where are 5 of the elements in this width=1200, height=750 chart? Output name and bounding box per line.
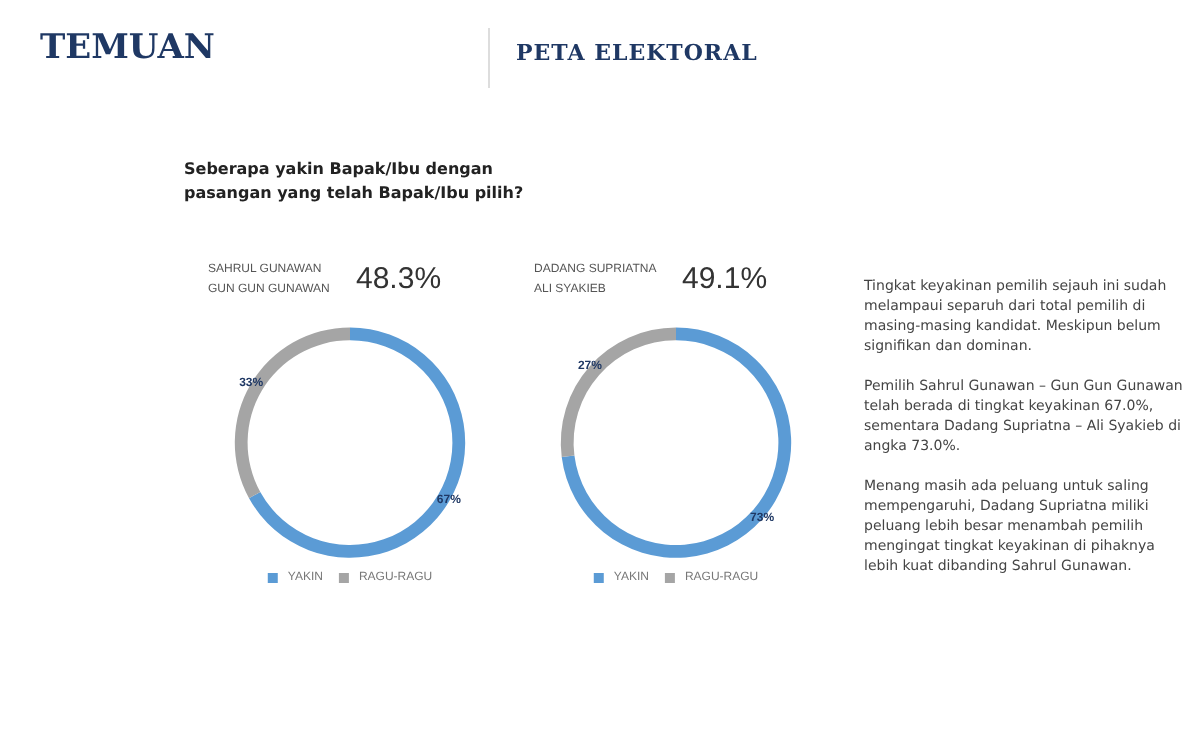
chart-subtitle: 49.1% bbox=[682, 262, 768, 296]
text: PETA ELEKTORAL bbox=[516, 40, 758, 66]
text: Seberapa yakin Bapak/Ibu dengan pasangan yang telah Bapak/Ibu pilih? bbox=[184, 158, 524, 206]
chart-subtitle: 48.3% bbox=[356, 262, 442, 296]
text: TEMUAN bbox=[40, 28, 215, 68]
